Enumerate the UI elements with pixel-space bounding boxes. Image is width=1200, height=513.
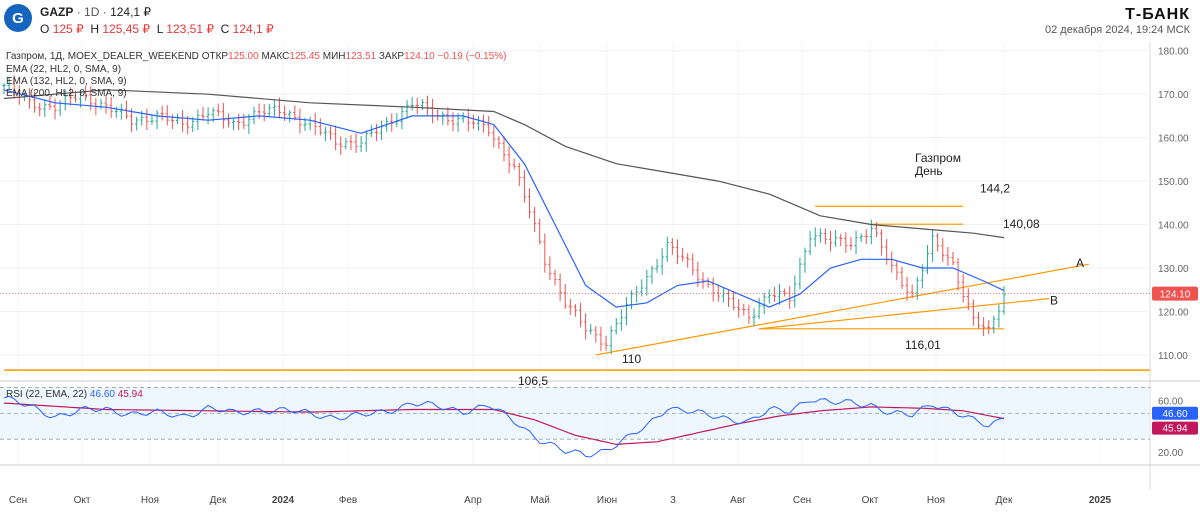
legend-close: 124.10 xyxy=(404,51,435,62)
legend-high: 125.45 xyxy=(289,51,320,62)
time-axis[interactable]: Сен Окт Ноя Дек 2024 Фев Апр Май Июн 3 Авг Сен Окт Но… xyxy=(9,495,1112,506)
time-tick-label: Апр xyxy=(464,495,482,506)
ohlc-close-label: C xyxy=(220,22,230,36)
interval[interactable]: 1D xyxy=(84,5,100,19)
price-tick-label: 130.00 xyxy=(1158,264,1189,275)
chart-header: G GAZP · 1D · 124,1 ₽ O 125 ₽ H 125,45 ₽… xyxy=(0,0,1200,42)
time-tick-label: Май xyxy=(530,495,550,506)
ema-22-line xyxy=(3,89,1005,308)
rsi-legend-value: 46.60 xyxy=(90,389,115,400)
gazprom-logo: G xyxy=(4,4,32,32)
trendline xyxy=(595,263,1090,356)
annotation-level-label: 110 xyxy=(622,352,641,366)
annotation-level-label: A xyxy=(1076,256,1084,270)
time-tick-label: Окт xyxy=(74,495,91,506)
annotation-level-label: 116,01 xyxy=(905,338,941,352)
annotation-level-label: 144,2 xyxy=(980,181,1010,195)
rsi-ma-line xyxy=(3,402,1005,446)
time-tick-label: Авг xyxy=(730,495,746,506)
last-price-tag-text: 124.10 xyxy=(1160,290,1191,301)
rsi-value-tag-text: 46.60 xyxy=(1162,409,1187,420)
rsi-ma-value-tag xyxy=(1152,421,1198,435)
timestamp: 02 декабря 2024, 19:24 МСК xyxy=(1045,24,1190,36)
legend-title: Газпром, 1Д, MOEX_DEALER_WEEKEND xyxy=(6,51,199,62)
trendline xyxy=(759,297,1050,330)
time-tick-label: Ноя xyxy=(141,495,159,506)
legend-open: 125.00 xyxy=(228,51,259,62)
legend-open-label: ОТКР xyxy=(202,51,229,62)
rsi-value-tag xyxy=(1152,406,1198,420)
legend-change: −0.19 (−0.15%) xyxy=(437,51,506,62)
legend-low-label: МИН xyxy=(323,51,346,62)
annotation-level-label: 140,08 xyxy=(1003,217,1040,231)
price-tick-label: 170.00 xyxy=(1158,90,1189,101)
ohlc-low: 123,51 ₽ xyxy=(166,22,214,36)
legend-ema-22[interactable]: EMA (22, HL2, 0, SMA, 9) xyxy=(6,64,121,75)
ohlc-open: 125 ₽ xyxy=(52,22,84,36)
rsi-levels xyxy=(0,387,1150,440)
annotation-level-label: B xyxy=(1050,294,1058,308)
price-axis-panel xyxy=(1150,42,1200,470)
horizontal-levels[interactable] xyxy=(4,205,1150,371)
legend-ema-132[interactable]: EMA (132, HL2, 0, SMA, 9) xyxy=(6,76,127,87)
time-tick-label: 3 xyxy=(670,495,676,506)
rsi-axis[interactable]: 20.00 60.00 xyxy=(1158,396,1183,459)
price-tick-label: 150.00 xyxy=(1158,177,1189,188)
annotation-labels: 144,2 140,08 116,01 110 106,5 A B xyxy=(518,181,1084,388)
rsi-legend-ma-value: 45.94 xyxy=(118,389,143,400)
rsi-ma-value-tag-text: 45.94 xyxy=(1162,424,1187,435)
legend-low: 123.51 xyxy=(346,51,377,62)
rsi-tick-label: 60.00 xyxy=(1158,396,1183,407)
time-tick-label: Сен xyxy=(9,495,27,506)
annotation-subtitle: День xyxy=(915,164,943,178)
last-price-tag xyxy=(1152,286,1198,301)
legend-high-label: МАКС xyxy=(261,51,289,62)
last-price: 124,1 ₽ xyxy=(110,5,152,19)
annotation-level-label: 106,5 xyxy=(518,374,548,388)
ticker-line: GAZP · 1D · 124,1 ₽ xyxy=(40,5,152,19)
time-tick-label: Сен xyxy=(793,495,811,506)
time-tick-label: 2024 xyxy=(272,495,295,506)
price-tick-label: 180.00 xyxy=(1158,47,1189,58)
brand-logo: Т-БАНК xyxy=(1125,6,1190,23)
ema-200-line xyxy=(3,89,1005,239)
ohlc-high: 125,45 ₽ xyxy=(102,22,151,36)
ohlc-low-label: L xyxy=(156,22,163,36)
rsi-line xyxy=(3,395,1005,458)
legend-ema-200[interactable]: EMA (200, HL2, 0, SMA, 9) xyxy=(6,88,127,99)
trendlines[interactable] xyxy=(595,263,1090,356)
price-tick-label: 160.00 xyxy=(1158,134,1189,145)
annotation-title: Газпром xyxy=(915,151,961,165)
symbol[interactable]: GAZP xyxy=(40,5,74,19)
candles xyxy=(2,75,1006,355)
price-tick-label: 140.00 xyxy=(1158,221,1189,232)
price-tick-label: 120.00 xyxy=(1158,307,1189,318)
ohlc-high-label: H xyxy=(90,22,100,36)
price-axis[interactable]: 110.00 120.00 130.00 140.00 150.00 160.00 170.… xyxy=(1158,47,1189,362)
time-tick-label: Фев xyxy=(339,495,357,506)
time-tick-label: 2025 xyxy=(1089,495,1112,506)
legend-close-label: ЗАКР xyxy=(379,51,405,62)
rsi-tick-label: 20.00 xyxy=(1158,448,1183,459)
ohlc-line: O 125 ₽ H 125,45 ₽ L 123,51 ₽ C 124,1 ₽ xyxy=(40,22,274,36)
ohlc-close: 124,1 ₽ xyxy=(232,22,274,36)
rsi-legend[interactable]: RSI (22, EMA, 22) 46.60 45.94 xyxy=(6,389,143,400)
time-tick-label: Ноя xyxy=(927,495,945,506)
ohlc-open-label: O xyxy=(40,22,50,36)
time-tick-label: Окт xyxy=(862,495,879,506)
time-tick-label: Июн xyxy=(597,495,617,506)
rsi-legend-label: RSI (22, EMA, 22) xyxy=(6,389,87,400)
time-tick-label: Дек xyxy=(996,495,1013,506)
price-tick-label: 110.00 xyxy=(1158,351,1188,362)
legend-main: Газпром, 1Д, MOEX_DEALER_WEEKEND ОТКР125… xyxy=(6,51,506,62)
time-tick-label: Дек xyxy=(210,495,227,506)
